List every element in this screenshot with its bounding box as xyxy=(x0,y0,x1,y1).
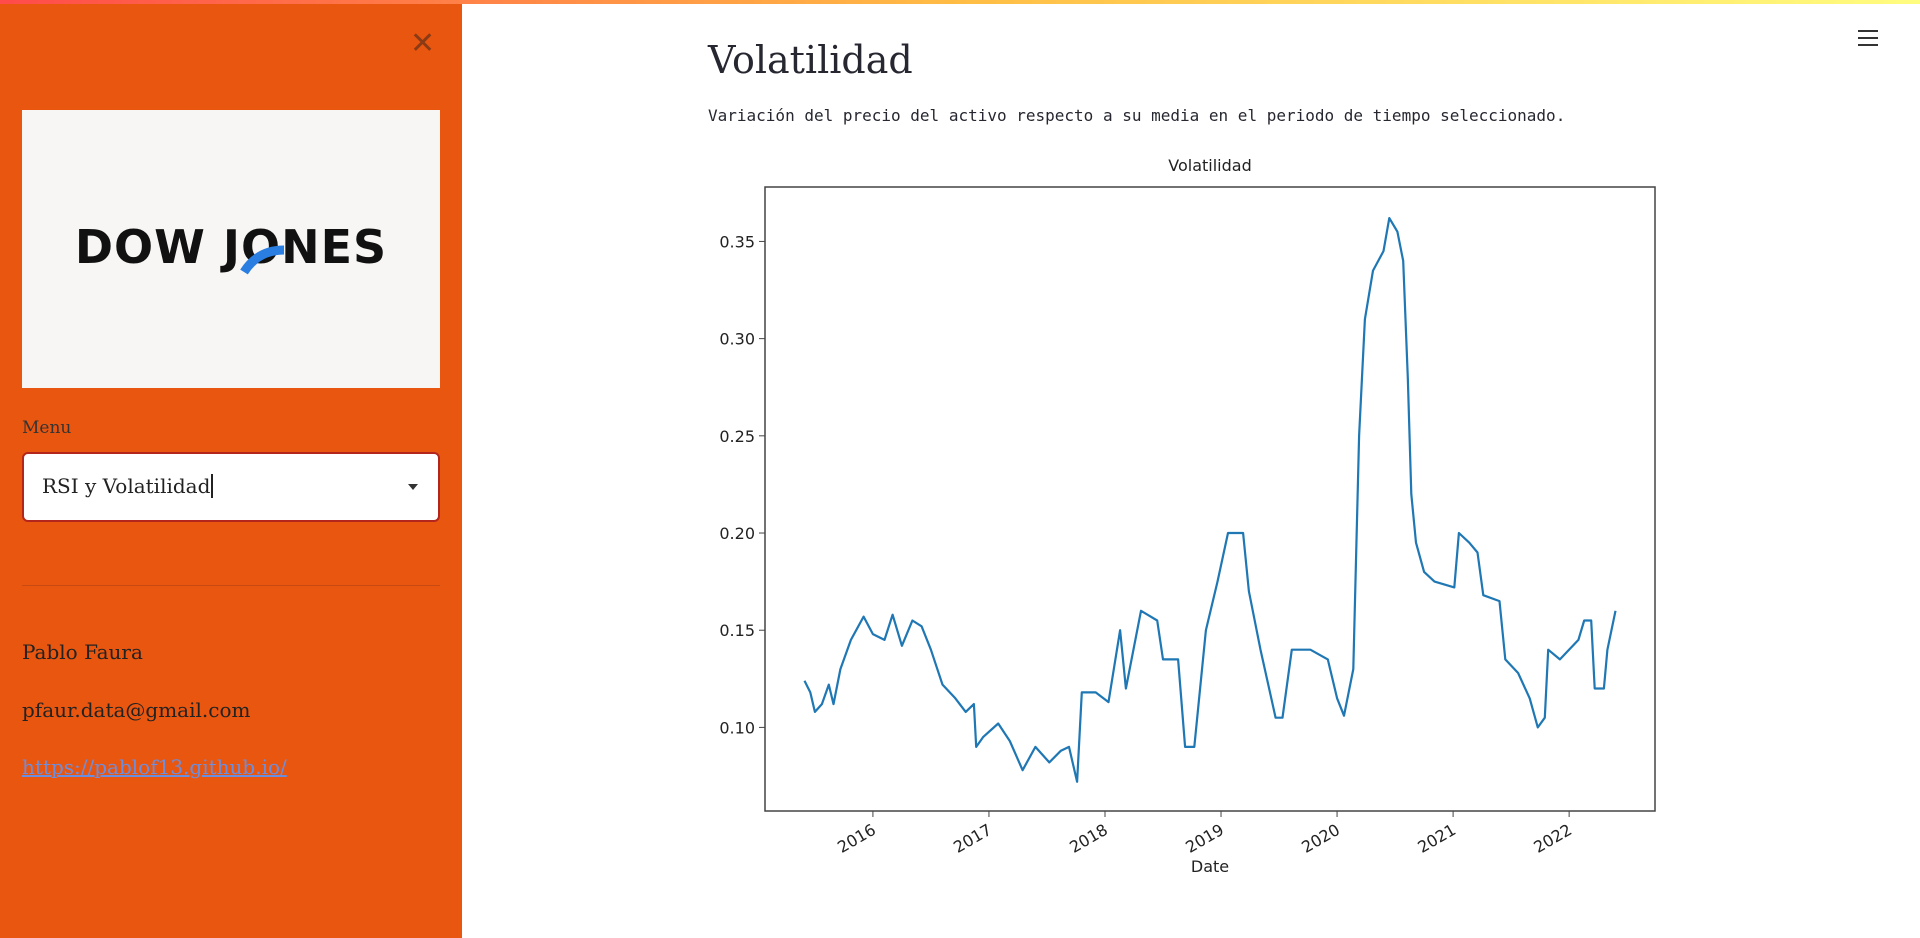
chart: Volatilidad Date 0.10 0.15 0.20 0.25 0.30 0.3… xyxy=(719,156,1656,876)
y-tick-label: 0.20 xyxy=(719,524,755,543)
author: Pablo Faura xyxy=(22,640,143,664)
x-tick-label: 2016 xyxy=(834,820,879,857)
x-tick-label: 2018 xyxy=(1066,820,1111,857)
main-menu[interactable] xyxy=(1858,30,1878,51)
x-tick-label: 2020 xyxy=(1298,820,1343,857)
dropdown-arrow xyxy=(408,484,418,490)
sidebar: ✕ DOW JONES Menu RSI y Volatilidad Pablo… xyxy=(0,4,462,938)
y-tick-label: 0.15 xyxy=(719,621,755,640)
volatility-line xyxy=(803,217,1617,783)
close-button[interactable]: ✕ xyxy=(410,26,436,61)
logo-text: DOW JONES xyxy=(74,220,388,274)
website-link[interactable]: https://pablof13.github.io/ xyxy=(22,755,287,779)
menu-select[interactable]: RSI y Volatilidad xyxy=(22,452,440,522)
description: Variación del precio del activo respecto… xyxy=(708,106,1566,125)
menu-label: Menu xyxy=(22,418,72,438)
divider xyxy=(22,585,440,586)
email: pfaur.data@gmail.com xyxy=(22,698,251,722)
y-tick-label: 0.25 xyxy=(719,427,755,446)
x-tick-label: 2019 xyxy=(1182,820,1227,857)
x-axis-label: Date xyxy=(1191,857,1229,876)
logo-swoosh xyxy=(240,245,285,275)
x-tick-label: 2017 xyxy=(950,820,995,857)
x-tick-label: 2022 xyxy=(1530,820,1575,857)
y-tick-label: 0.10 xyxy=(719,718,755,737)
plot-frame xyxy=(764,186,1656,812)
x-tick-label: 2021 xyxy=(1414,820,1459,857)
page-title: Volatilidad xyxy=(708,38,913,82)
y-tick-label: 0.35 xyxy=(719,232,755,251)
top-bar xyxy=(0,0,1920,4)
select-value: RSI y Volatilidad xyxy=(42,474,214,498)
chart-title: Volatilidad xyxy=(1168,156,1251,175)
y-tick-label: 0.30 xyxy=(719,330,755,349)
logo: DOW JONES xyxy=(22,110,440,388)
